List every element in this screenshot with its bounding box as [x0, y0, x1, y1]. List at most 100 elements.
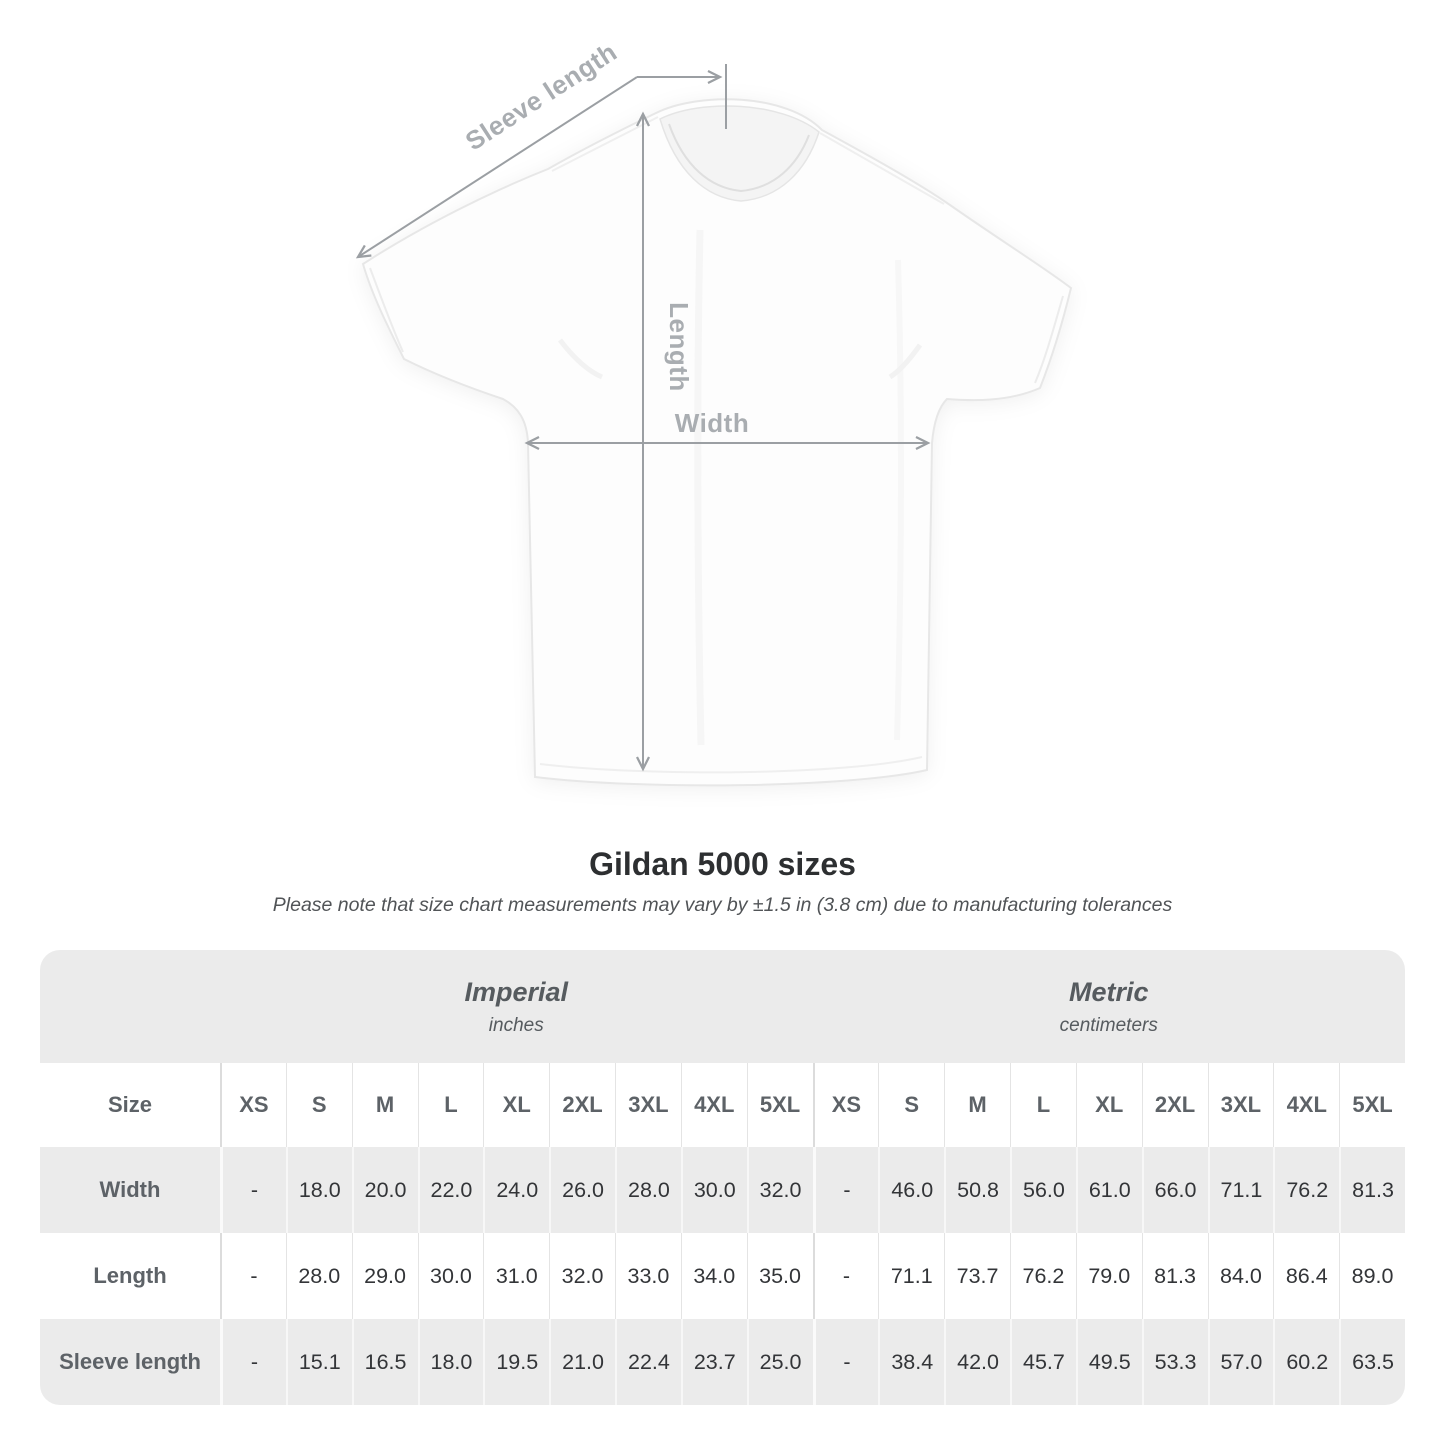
- value-cell: 56.0: [1010, 1147, 1076, 1233]
- dimension-lines: [355, 64, 931, 772]
- value-cell: 20.0: [351, 1147, 418, 1233]
- value-cell: 25.0: [746, 1319, 813, 1405]
- value-cell: 84.0: [1207, 1233, 1274, 1319]
- value-cell: -: [220, 1319, 286, 1405]
- value-cell: 57.0: [1207, 1319, 1274, 1405]
- value-cell: 34.0: [680, 1233, 747, 1319]
- armpit-crease-right: [888, 343, 923, 380]
- width-label: Width: [675, 408, 749, 438]
- size-column-header-imperial-s: S: [285, 1063, 352, 1147]
- column-header-row: Size XS S M L XL 2XL 3XL 4XL 5XL XS S M L XL 2XL 3XL 4XL…: [40, 1063, 1405, 1147]
- value-cell: 30.0: [417, 1233, 484, 1319]
- size-column-header-metric-xs: XS: [812, 1063, 879, 1147]
- value-cell: 18.0: [285, 1147, 352, 1233]
- value-cell: 21.0: [549, 1319, 615, 1405]
- metric-group-header: Metric centimeters: [813, 950, 1406, 1063]
- size-corner-label: Size: [107, 1092, 153, 1117]
- size-column-header-metric-l: L: [1010, 1063, 1076, 1147]
- value-cell: 81.3: [1339, 1147, 1405, 1233]
- size-column-header-imperial-5xl: 5XL: [746, 1063, 813, 1147]
- size-column-header-imperial-3xl: 3XL: [615, 1063, 681, 1147]
- value-cell: 33.0: [615, 1233, 681, 1319]
- value-cell: 38.4: [878, 1319, 944, 1405]
- value-cell: 29.0: [351, 1233, 418, 1319]
- value-cell: 24.0: [483, 1147, 549, 1233]
- value-cell: 63.5: [1339, 1319, 1405, 1405]
- imperial-group-unit: inches: [488, 1014, 544, 1036]
- value-cell: 73.7: [944, 1233, 1010, 1319]
- value-cell: -: [812, 1319, 879, 1405]
- table-body: Width -18.0 20.0 22.0 24.0 26.0 28.0 30.0 32.0-4…: [40, 1147, 1405, 1405]
- value-cell: 66.0: [1141, 1147, 1208, 1233]
- value-cell: 32.0: [746, 1147, 813, 1233]
- table-row-length: Length -28.0 29.0 30.0 31.0 32.0 33.0 34.0 35.0-…: [40, 1233, 1405, 1319]
- armpit-crease-left: [558, 338, 604, 380]
- row-label: Width: [99, 1177, 161, 1202]
- length-label: Length: [664, 302, 694, 392]
- value-cell: 32.0: [549, 1233, 615, 1319]
- value-cell: 76.2: [1010, 1233, 1076, 1319]
- size-column-header-imperial-xs: XS: [220, 1063, 286, 1147]
- value-cell: 46.0: [878, 1147, 944, 1233]
- shoulder-seam-right: [819, 132, 945, 205]
- value-cell: 30.0: [680, 1147, 747, 1233]
- value-cell: 42.0: [944, 1319, 1010, 1405]
- value-cell: 26.0: [549, 1147, 615, 1233]
- fabric-fold: [894, 259, 904, 741]
- size-column-header-metric-2xl: 2XL: [1141, 1063, 1208, 1147]
- cuff-hem-right: [1034, 295, 1064, 384]
- value-cell: 22.0: [417, 1147, 484, 1233]
- size-column-header-imperial-m: M: [351, 1063, 418, 1147]
- imperial-group-title: Imperial: [464, 976, 569, 1007]
- fabric-fold: [694, 229, 705, 746]
- metric-group-title: Metric: [1068, 976, 1149, 1007]
- value-cell: 23.7: [680, 1319, 747, 1405]
- size-column-header-metric-5xl: 5XL: [1339, 1063, 1405, 1147]
- page-title: Gildan 5000 sizes: [589, 846, 856, 882]
- value-cell: 28.0: [285, 1233, 352, 1319]
- size-column-header-metric-s: S: [878, 1063, 944, 1147]
- cuff-hem-left: [369, 267, 404, 353]
- tshirt-diagram-svg: Sleeve length Length Width: [355, 36, 1073, 787]
- row-label: Length: [93, 1263, 167, 1288]
- tshirt-measurement-diagram: Sleeve length Length Width: [355, 36, 1073, 787]
- metric-group-unit: centimeters: [1059, 1014, 1158, 1036]
- value-cell: 60.2: [1273, 1319, 1339, 1405]
- value-cell: 45.7: [1010, 1319, 1076, 1405]
- value-cell: 35.0: [746, 1233, 813, 1319]
- table-row-width: Width -18.0 20.0 22.0 24.0 26.0 28.0 30.0 32.0-4…: [40, 1147, 1405, 1233]
- row-label: Sleeve length: [59, 1349, 201, 1374]
- value-cell: 19.5: [483, 1319, 549, 1405]
- size-column-header-metric-4xl: 4XL: [1273, 1063, 1339, 1147]
- value-cell: 79.0: [1075, 1233, 1142, 1319]
- size-column-header-imperial-2xl: 2XL: [549, 1063, 615, 1147]
- value-cell: 71.1: [1207, 1147, 1274, 1233]
- value-cell: 16.5: [351, 1319, 418, 1405]
- size-table: Imperial inches Metric centimeters Size …: [40, 950, 1405, 1405]
- value-cell: 28.0: [615, 1147, 681, 1233]
- value-cell: 49.5: [1075, 1319, 1142, 1405]
- imperial-group-header: Imperial inches: [220, 950, 813, 1063]
- size-column-header-metric-3xl: 3XL: [1207, 1063, 1274, 1147]
- value-cell: -: [812, 1147, 879, 1233]
- value-cell: 22.4: [615, 1319, 681, 1405]
- tolerance-note: Please note that size chart measurements…: [272, 894, 1173, 916]
- size-column-header-imperial-4xl: 4XL: [680, 1063, 747, 1147]
- size-column-header-metric-m: M: [944, 1063, 1010, 1147]
- value-cell: 81.3: [1141, 1233, 1208, 1319]
- value-cell: -: [220, 1233, 286, 1319]
- size-column-header-imperial-xl: XL: [483, 1063, 549, 1147]
- value-cell: 89.0: [1339, 1233, 1405, 1319]
- sleeve-length-dimension-line: [355, 76, 638, 259]
- value-cell: -: [220, 1147, 286, 1233]
- value-cell: -: [812, 1233, 879, 1319]
- bottom-hem-line: [539, 756, 923, 774]
- value-cell: 76.2: [1273, 1147, 1339, 1233]
- value-cell: 31.0: [483, 1233, 549, 1319]
- value-cell: 86.4: [1273, 1233, 1339, 1319]
- value-cell: 61.0: [1075, 1147, 1142, 1233]
- value-cell: 18.0: [417, 1319, 484, 1405]
- value-cell: 50.8: [944, 1147, 1010, 1233]
- value-cell: 15.1: [285, 1319, 352, 1405]
